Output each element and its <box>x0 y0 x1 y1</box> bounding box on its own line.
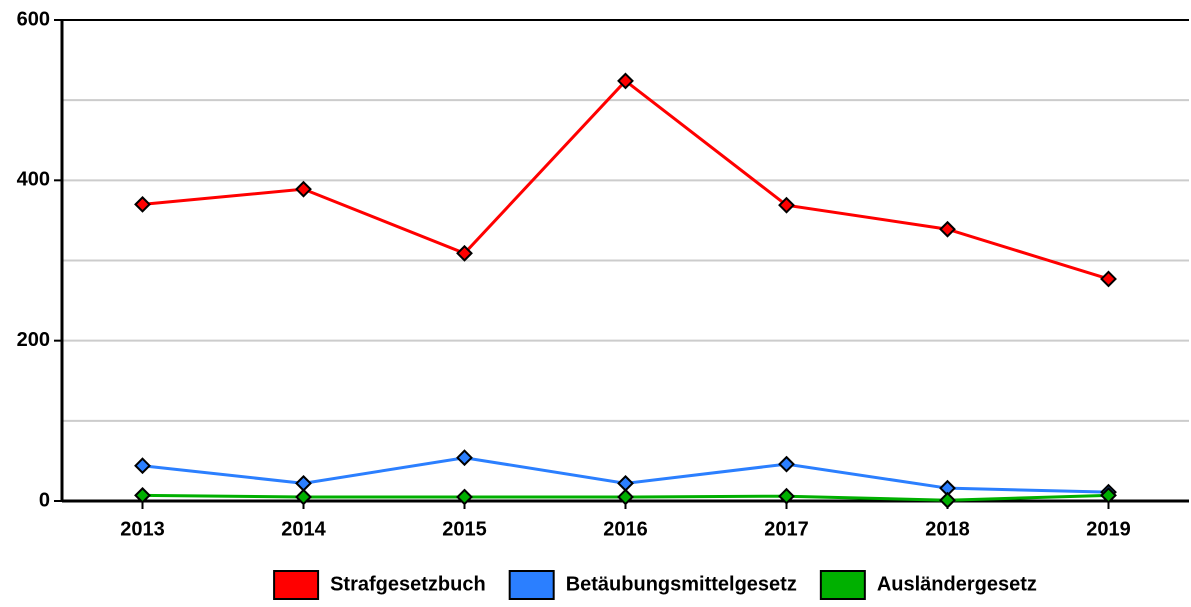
legend-swatch <box>819 570 866 600</box>
data-point <box>456 244 473 262</box>
x-tick-label: 2018 <box>925 518 970 540</box>
data-point <box>456 449 473 467</box>
y-tick-label: 400 <box>17 169 50 191</box>
data-point <box>939 220 956 238</box>
data-point <box>939 491 956 509</box>
x-tick-label: 2016 <box>603 518 648 540</box>
x-tick-label: 2015 <box>442 518 487 540</box>
data-point <box>295 474 312 492</box>
data-point <box>617 72 634 90</box>
data-point <box>778 487 795 505</box>
data-point <box>778 196 795 214</box>
data-point <box>295 180 312 198</box>
legend-swatch <box>508 570 555 600</box>
data-point <box>617 474 634 492</box>
legend-label: Ausländergesetz <box>877 573 1037 595</box>
data-point <box>134 195 151 213</box>
data-point <box>134 486 151 504</box>
y-tick-label: 600 <box>17 8 50 30</box>
data-point <box>1100 486 1117 504</box>
data-point <box>1100 270 1117 288</box>
x-tick-label: 2017 <box>764 518 809 540</box>
data-point <box>295 488 312 506</box>
x-tick-label: 2014 <box>281 518 326 540</box>
legend-label: Betäubungsmittelgesetz <box>566 573 797 595</box>
legend-swatch <box>273 570 320 600</box>
y-tick-label: 200 <box>17 329 50 351</box>
y-tick-label: 0 <box>39 489 50 511</box>
data-point <box>617 488 634 506</box>
x-tick-label: 2019 <box>1086 518 1131 540</box>
legend-label: Strafgesetzbuch <box>330 573 486 595</box>
data-point <box>134 457 151 475</box>
data-point <box>456 488 473 506</box>
x-tick-label: 2013 <box>120 518 165 540</box>
data-point <box>778 455 795 473</box>
